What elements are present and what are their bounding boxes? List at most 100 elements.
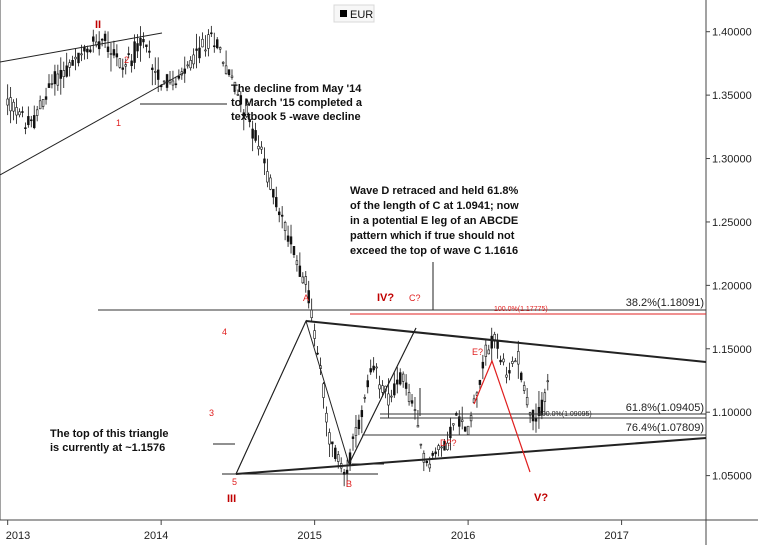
candle-body: [171, 80, 175, 86]
candle-body: [428, 463, 431, 469]
candle-body: [186, 64, 189, 67]
candle-body: [33, 115, 36, 129]
candle-body: [277, 211, 281, 216]
wave-labels: 1 2 3 4 5 II III IV? V? A B C? D?? E?: [95, 19, 548, 505]
candle-body: [154, 70, 157, 73]
candle-body: [189, 60, 192, 69]
candle-body: [449, 426, 452, 439]
candle-body: [183, 68, 186, 74]
wave-d-note: Wave D retraced and held 61.8% of the le…: [350, 185, 522, 257]
candle-body: [9, 97, 12, 112]
candle-body: [53, 71, 57, 85]
candle-body: [27, 116, 30, 126]
candle-body: [195, 48, 198, 51]
wave-d-note-line: Wave D retraced and held 61.8%: [350, 185, 519, 197]
candle-body: [452, 423, 455, 426]
candle-body: [331, 441, 334, 445]
wave-ii-label: II: [95, 19, 101, 31]
candle-body: [44, 96, 48, 100]
candle-body: [443, 440, 446, 451]
candle-body: [292, 246, 296, 255]
candle-body: [68, 62, 71, 68]
candle-body: [224, 65, 228, 75]
candle-body: [100, 38, 104, 41]
candle-body: [86, 48, 89, 53]
candle-body: [393, 383, 396, 396]
candle-body: [213, 45, 216, 48]
candle-body: [38, 100, 42, 110]
candle-body: [21, 111, 24, 113]
candle-body: [221, 61, 225, 64]
candle-body: [136, 43, 139, 52]
candle-body: [269, 177, 272, 190]
candle-body: [543, 392, 547, 402]
x-tick-label: 2013: [6, 530, 30, 542]
fib-38-label: 38.2%(1.18091): [626, 297, 704, 309]
candle-body: [142, 39, 145, 43]
triangle-a-label: A: [303, 293, 309, 303]
candle-body: [404, 382, 408, 389]
y-tick-label: 1.25000: [712, 217, 752, 229]
candle-body: [399, 372, 402, 385]
candle-body: [192, 54, 195, 65]
candle-body: [502, 358, 505, 363]
candle-body: [407, 392, 411, 402]
candle-body: [218, 47, 222, 50]
rising-wedge-upper-line: [0, 32, 163, 63]
candle-body: [505, 374, 508, 378]
y-tick-label: 1.40000: [712, 27, 752, 39]
wave-5-label: 5: [232, 477, 237, 487]
candle-body: [239, 95, 243, 105]
wave-3-label: 3: [209, 408, 214, 418]
decline-note-line: to March '15 completed a: [231, 97, 363, 109]
triangle-note: The top of this triangle is currently at…: [50, 428, 172, 454]
candle-body: [47, 83, 51, 88]
candle-body: [257, 145, 260, 150]
a-projection-line: [235, 320, 307, 475]
triangle-lower-line: [235, 437, 707, 475]
candle-body: [334, 447, 337, 459]
candle-body: [74, 56, 77, 60]
candle-body: [363, 397, 367, 399]
c-projection-line: [348, 327, 417, 465]
x-tick-label: 2014: [144, 530, 168, 542]
candle-body: [118, 58, 122, 68]
projection-e-leg: [473, 359, 531, 473]
fib-levels: 38.2%(1.18091) 100.0%(1.17775) 61.8%(1.0…: [98, 297, 706, 436]
candle-body: [127, 53, 130, 55]
candle-body: [174, 83, 178, 86]
candle-body: [283, 222, 287, 231]
candle-body: [201, 38, 204, 48]
annotations: The decline from May '14 to March '15 co…: [50, 83, 522, 454]
candle-body: [381, 385, 384, 393]
x-tick-label: 2016: [451, 530, 475, 542]
candle-body: [92, 36, 95, 42]
candle-body: [458, 416, 461, 427]
candle-body: [41, 99, 45, 107]
candle-body: [97, 41, 101, 50]
trend-lines: [0, 32, 707, 475]
candle-body: [460, 419, 464, 422]
candle-body: [337, 454, 340, 462]
triangle-upper-line: [305, 320, 707, 363]
candle-body: [56, 73, 60, 86]
candle-body: [65, 65, 68, 77]
candle-body: [204, 49, 207, 52]
candle-body: [487, 349, 490, 355]
candle-body: [71, 59, 74, 66]
candle-body: [410, 400, 414, 404]
wave-d-note-line: of the length of C at 1.0941; now: [350, 200, 519, 212]
candle-body: [139, 37, 142, 46]
candle-body: [369, 368, 372, 373]
candle-body: [298, 265, 302, 277]
candle-body: [103, 33, 107, 42]
candle-body: [301, 276, 305, 284]
candle-body: [156, 69, 160, 80]
candle-body: [531, 409, 535, 422]
candle-body: [508, 370, 511, 374]
legend: EUR: [333, 4, 375, 23]
candle-body: [396, 379, 399, 385]
candle-body: [12, 101, 15, 112]
candle-body: [351, 436, 355, 439]
candle-body: [537, 406, 541, 416]
